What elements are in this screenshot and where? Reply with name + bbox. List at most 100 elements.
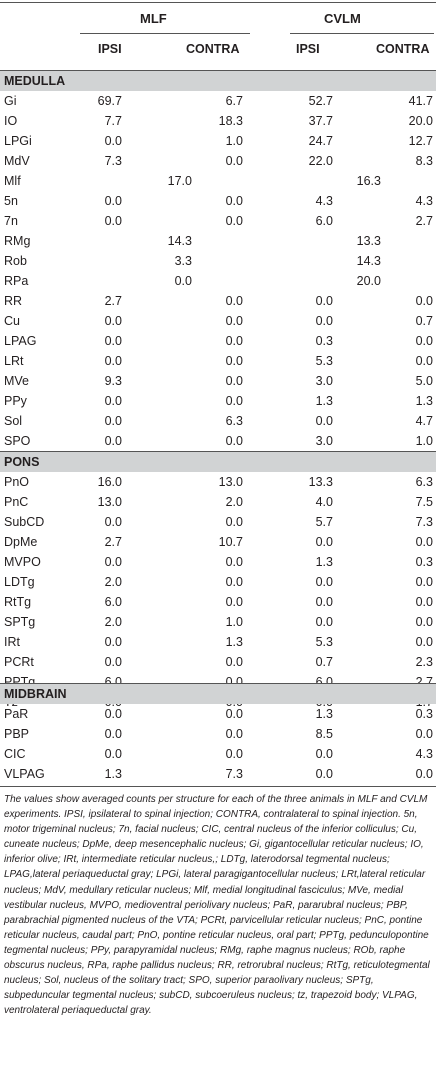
cell-value: 7.3	[225, 767, 243, 781]
cell-value: 4.3	[315, 194, 333, 208]
cell-value: 0.0	[104, 414, 122, 428]
cell-value: 13.0	[218, 475, 243, 489]
table-row: LPGi 0.0 1.0 24.7 12.7	[0, 132, 436, 152]
table-row: CIC 0.0 0.0 0.0 4.3	[0, 745, 436, 765]
cell-value: 0.0	[104, 394, 122, 408]
table-row: IRt 0.0 1.3 5.3 0.0	[0, 633, 436, 653]
structure-name: IRt	[4, 635, 20, 649]
structure-name: PnC	[4, 495, 29, 509]
cell-value: 0.0	[225, 575, 243, 589]
structure-name: DpMe	[4, 535, 38, 549]
cell-value: 0.0	[225, 655, 243, 669]
cell-value: 7.5	[415, 495, 433, 509]
cell-value: 0.0	[104, 635, 122, 649]
cell-value: 0.0	[415, 294, 433, 308]
header-cvlm: CVLM	[324, 11, 361, 26]
table-row: SPTg 2.0 1.0 0.0 0.0	[0, 613, 436, 633]
cell-value: 0.0	[315, 747, 333, 761]
cell-value: 0.0	[225, 727, 243, 741]
section-title: MIDBRAIN	[4, 687, 67, 701]
cell-value: 5.3	[315, 635, 333, 649]
section-rule	[0, 70, 436, 71]
cell-value: 0.0	[415, 354, 433, 368]
cell-value: 0.0	[104, 214, 122, 228]
cell-value: 8.5	[315, 727, 333, 741]
structure-name: Rob	[4, 254, 27, 268]
cell-value: 6.3	[225, 414, 243, 428]
cell-value: 7.3	[104, 154, 122, 168]
cell-value: 5.7	[315, 515, 333, 529]
header-mlf: MLF	[140, 11, 167, 26]
cell-value: 0.0	[104, 707, 122, 721]
cell-value: 0.0	[225, 595, 243, 609]
table-row: IO 7.7 18.3 37.7 20.0	[0, 112, 436, 132]
cell-value: 0.0	[415, 727, 433, 741]
table-row: Mlf 17.0 16.3	[0, 172, 436, 192]
bottom-rule	[0, 786, 436, 787]
cell-value: 2.7	[104, 535, 122, 549]
cell-value: 2.0	[104, 575, 122, 589]
cell-value: 3.0	[315, 374, 333, 388]
cell-value: 3.0	[315, 434, 333, 448]
cell-value: 1.0	[225, 134, 243, 148]
structure-name: PBP	[4, 727, 30, 741]
cell-value: 0.0	[315, 414, 333, 428]
table-row: VLPAG 1.3 7.3 0.0 0.0	[0, 765, 436, 785]
section-header: MIDBRAIN	[0, 684, 436, 704]
table-row: PCRt 0.0 0.0 0.7 2.3	[0, 653, 436, 673]
mlf-underline	[80, 33, 250, 34]
structure-name: LPGi	[4, 134, 32, 148]
cell-value: 0.0	[104, 134, 122, 148]
table-row: LDTg 2.0 0.0 0.0 0.0	[0, 573, 436, 593]
table-row: SubCD 0.0 0.0 5.7 7.3	[0, 513, 436, 533]
cell-value: 22.0	[308, 154, 333, 168]
cell-value: 0.0	[315, 294, 333, 308]
cell-value: 0.0	[104, 434, 122, 448]
cell-value: 0.0	[225, 354, 243, 368]
cell-value: 0.0	[104, 555, 122, 569]
structure-name: RPa	[4, 274, 29, 288]
cell-value: 4.0	[315, 495, 333, 509]
cell-value: 0.7	[415, 314, 433, 328]
cell-value: 13.3	[308, 475, 333, 489]
structure-name: CIC	[4, 747, 26, 761]
cell-value: 0.0	[104, 194, 122, 208]
cell-value: 0.0	[315, 314, 333, 328]
cvlm-merged-value: 13.3	[356, 234, 381, 248]
table-row: PnO 16.0 13.0 13.3 6.3	[0, 473, 436, 493]
structure-name: PPy	[4, 394, 27, 408]
mlf-merged-value: 14.3	[167, 234, 192, 248]
cell-value: 0.0	[104, 334, 122, 348]
structure-name: RMg	[4, 234, 31, 248]
cell-value: 4.7	[415, 414, 433, 428]
cell-value: 24.7	[308, 134, 333, 148]
cell-value: 4.3	[415, 194, 433, 208]
table-row: LPAG 0.0 0.0 0.3 0.0	[0, 332, 436, 352]
cell-value: 9.3	[104, 374, 122, 388]
cell-value: 0.0	[225, 314, 243, 328]
structure-name: MVe	[4, 374, 30, 388]
cvlm-merged-value: 16.3	[356, 174, 381, 188]
header-cvlm-ipsi: IPSI	[296, 42, 320, 56]
cell-value: 12.7	[408, 134, 433, 148]
table-row: SPO 0.0 0.0 3.0 1.0	[0, 432, 436, 452]
cell-value: 1.3	[104, 767, 122, 781]
table-footnote: The values show averaged counts per stru…	[4, 794, 430, 1017]
cell-value: 1.3	[315, 394, 333, 408]
table-row: Rob 3.3 14.3	[0, 252, 436, 272]
cell-value: 0.0	[104, 655, 122, 669]
cell-value: 6.0	[104, 595, 122, 609]
structure-name: MVPO	[4, 555, 41, 569]
structure-name: PCRt	[4, 655, 34, 669]
cell-value: 0.3	[415, 707, 433, 721]
table-row: RMg 14.3 13.3	[0, 232, 436, 252]
structure-name: Sol	[4, 414, 23, 428]
cell-value: 1.3	[415, 394, 433, 408]
cvlm-merged-value: 20.0	[356, 274, 381, 288]
cell-value: 0.0	[415, 334, 433, 348]
structure-name: VLPAG	[4, 767, 45, 781]
table-row: PnC 13.0 2.0 4.0 7.5	[0, 493, 436, 513]
table-row: PBP 0.0 0.0 8.5 0.0	[0, 725, 436, 745]
table-row: LRt 0.0 0.0 5.3 0.0	[0, 352, 436, 372]
cell-value: 1.3	[315, 707, 333, 721]
